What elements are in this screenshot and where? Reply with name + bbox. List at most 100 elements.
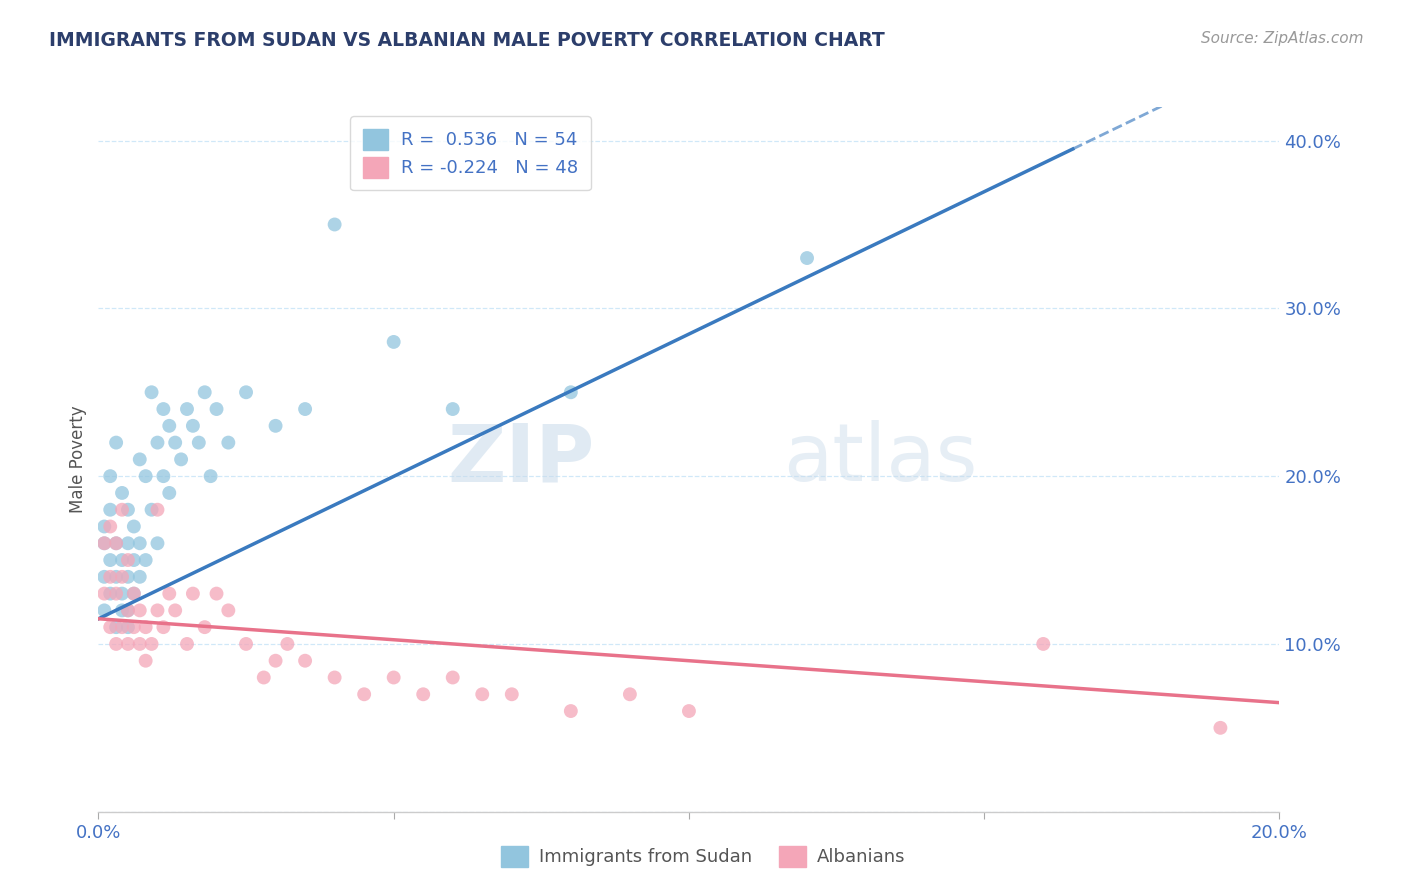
Point: [176, 402, 198, 417]
Point: [157, 486, 180, 500]
Point: [122, 586, 145, 600]
Point: [93, 536, 115, 550]
Point: [122, 620, 145, 634]
Point: [796, 251, 818, 265]
Point: [146, 502, 169, 516]
Point: [117, 603, 139, 617]
Point: [117, 502, 139, 516]
Point: [382, 671, 405, 685]
Point: [98, 586, 121, 600]
Text: ZIP: ZIP: [447, 420, 595, 499]
Point: [117, 553, 139, 567]
Point: [135, 469, 157, 483]
Point: [471, 687, 494, 701]
Point: [122, 553, 145, 567]
Point: [98, 469, 121, 483]
Text: IMMIGRANTS FROM SUDAN VS ALBANIAN MALE POVERTY CORRELATION CHART: IMMIGRANTS FROM SUDAN VS ALBANIAN MALE P…: [49, 31, 884, 50]
Point: [165, 435, 187, 450]
Point: [98, 519, 121, 533]
Point: [105, 536, 128, 550]
Legend: Immigrants from Sudan, Albanians: Immigrants from Sudan, Albanians: [494, 838, 912, 874]
Point: [187, 435, 209, 450]
Point: [157, 418, 180, 433]
Point: [165, 603, 187, 617]
Text: Source: ZipAtlas.com: Source: ZipAtlas.com: [1201, 31, 1364, 46]
Point: [501, 687, 523, 701]
Point: [93, 536, 115, 550]
Point: [619, 687, 641, 701]
Point: [117, 536, 139, 550]
Point: [111, 570, 134, 584]
Point: [181, 586, 204, 600]
Point: [441, 402, 464, 417]
Point: [194, 620, 217, 634]
Legend: R =  0.536   N = 54, R = -0.224   N = 48: R = 0.536 N = 54, R = -0.224 N = 48: [350, 116, 591, 190]
Point: [1032, 637, 1054, 651]
Point: [135, 654, 157, 668]
Text: atlas: atlas: [783, 420, 977, 499]
Point: [111, 586, 134, 600]
Point: [170, 452, 193, 467]
Point: [205, 402, 228, 417]
Point: [122, 586, 145, 600]
Point: [122, 519, 145, 533]
Point: [194, 385, 217, 400]
Point: [217, 435, 239, 450]
Point: [176, 637, 198, 651]
Point: [111, 553, 134, 567]
Point: [128, 603, 150, 617]
Point: [294, 654, 316, 668]
Point: [1209, 721, 1232, 735]
Point: [93, 519, 115, 533]
Point: [353, 687, 375, 701]
Point: [181, 418, 204, 433]
Point: [323, 218, 346, 232]
Point: [128, 637, 150, 651]
Point: [200, 469, 222, 483]
Point: [105, 570, 128, 584]
Point: [98, 620, 121, 634]
Point: [128, 536, 150, 550]
Point: [152, 402, 174, 417]
Point: [141, 385, 163, 400]
Point: [152, 620, 174, 634]
Point: [382, 334, 405, 349]
Point: [111, 620, 134, 634]
Point: [93, 586, 115, 600]
Point: [141, 502, 163, 516]
Point: [253, 671, 276, 685]
Point: [217, 603, 239, 617]
Point: [111, 603, 134, 617]
Point: [276, 637, 298, 651]
Point: [205, 586, 228, 600]
Y-axis label: Male Poverty: Male Poverty: [69, 406, 87, 513]
Point: [105, 536, 128, 550]
Point: [98, 570, 121, 584]
Point: [412, 687, 434, 701]
Point: [235, 637, 257, 651]
Point: [111, 486, 134, 500]
Point: [560, 385, 582, 400]
Point: [146, 603, 169, 617]
Point: [264, 654, 287, 668]
Point: [98, 502, 121, 516]
Point: [128, 452, 150, 467]
Point: [93, 603, 115, 617]
Point: [157, 586, 180, 600]
Point: [135, 620, 157, 634]
Point: [135, 553, 157, 567]
Point: [105, 435, 128, 450]
Point: [441, 671, 464, 685]
Point: [105, 620, 128, 634]
Point: [105, 637, 128, 651]
Point: [146, 536, 169, 550]
Point: [111, 502, 134, 516]
Point: [93, 570, 115, 584]
Point: [323, 671, 346, 685]
Point: [560, 704, 582, 718]
Point: [678, 704, 700, 718]
Point: [264, 418, 287, 433]
Point: [128, 570, 150, 584]
Point: [117, 570, 139, 584]
Point: [117, 620, 139, 634]
